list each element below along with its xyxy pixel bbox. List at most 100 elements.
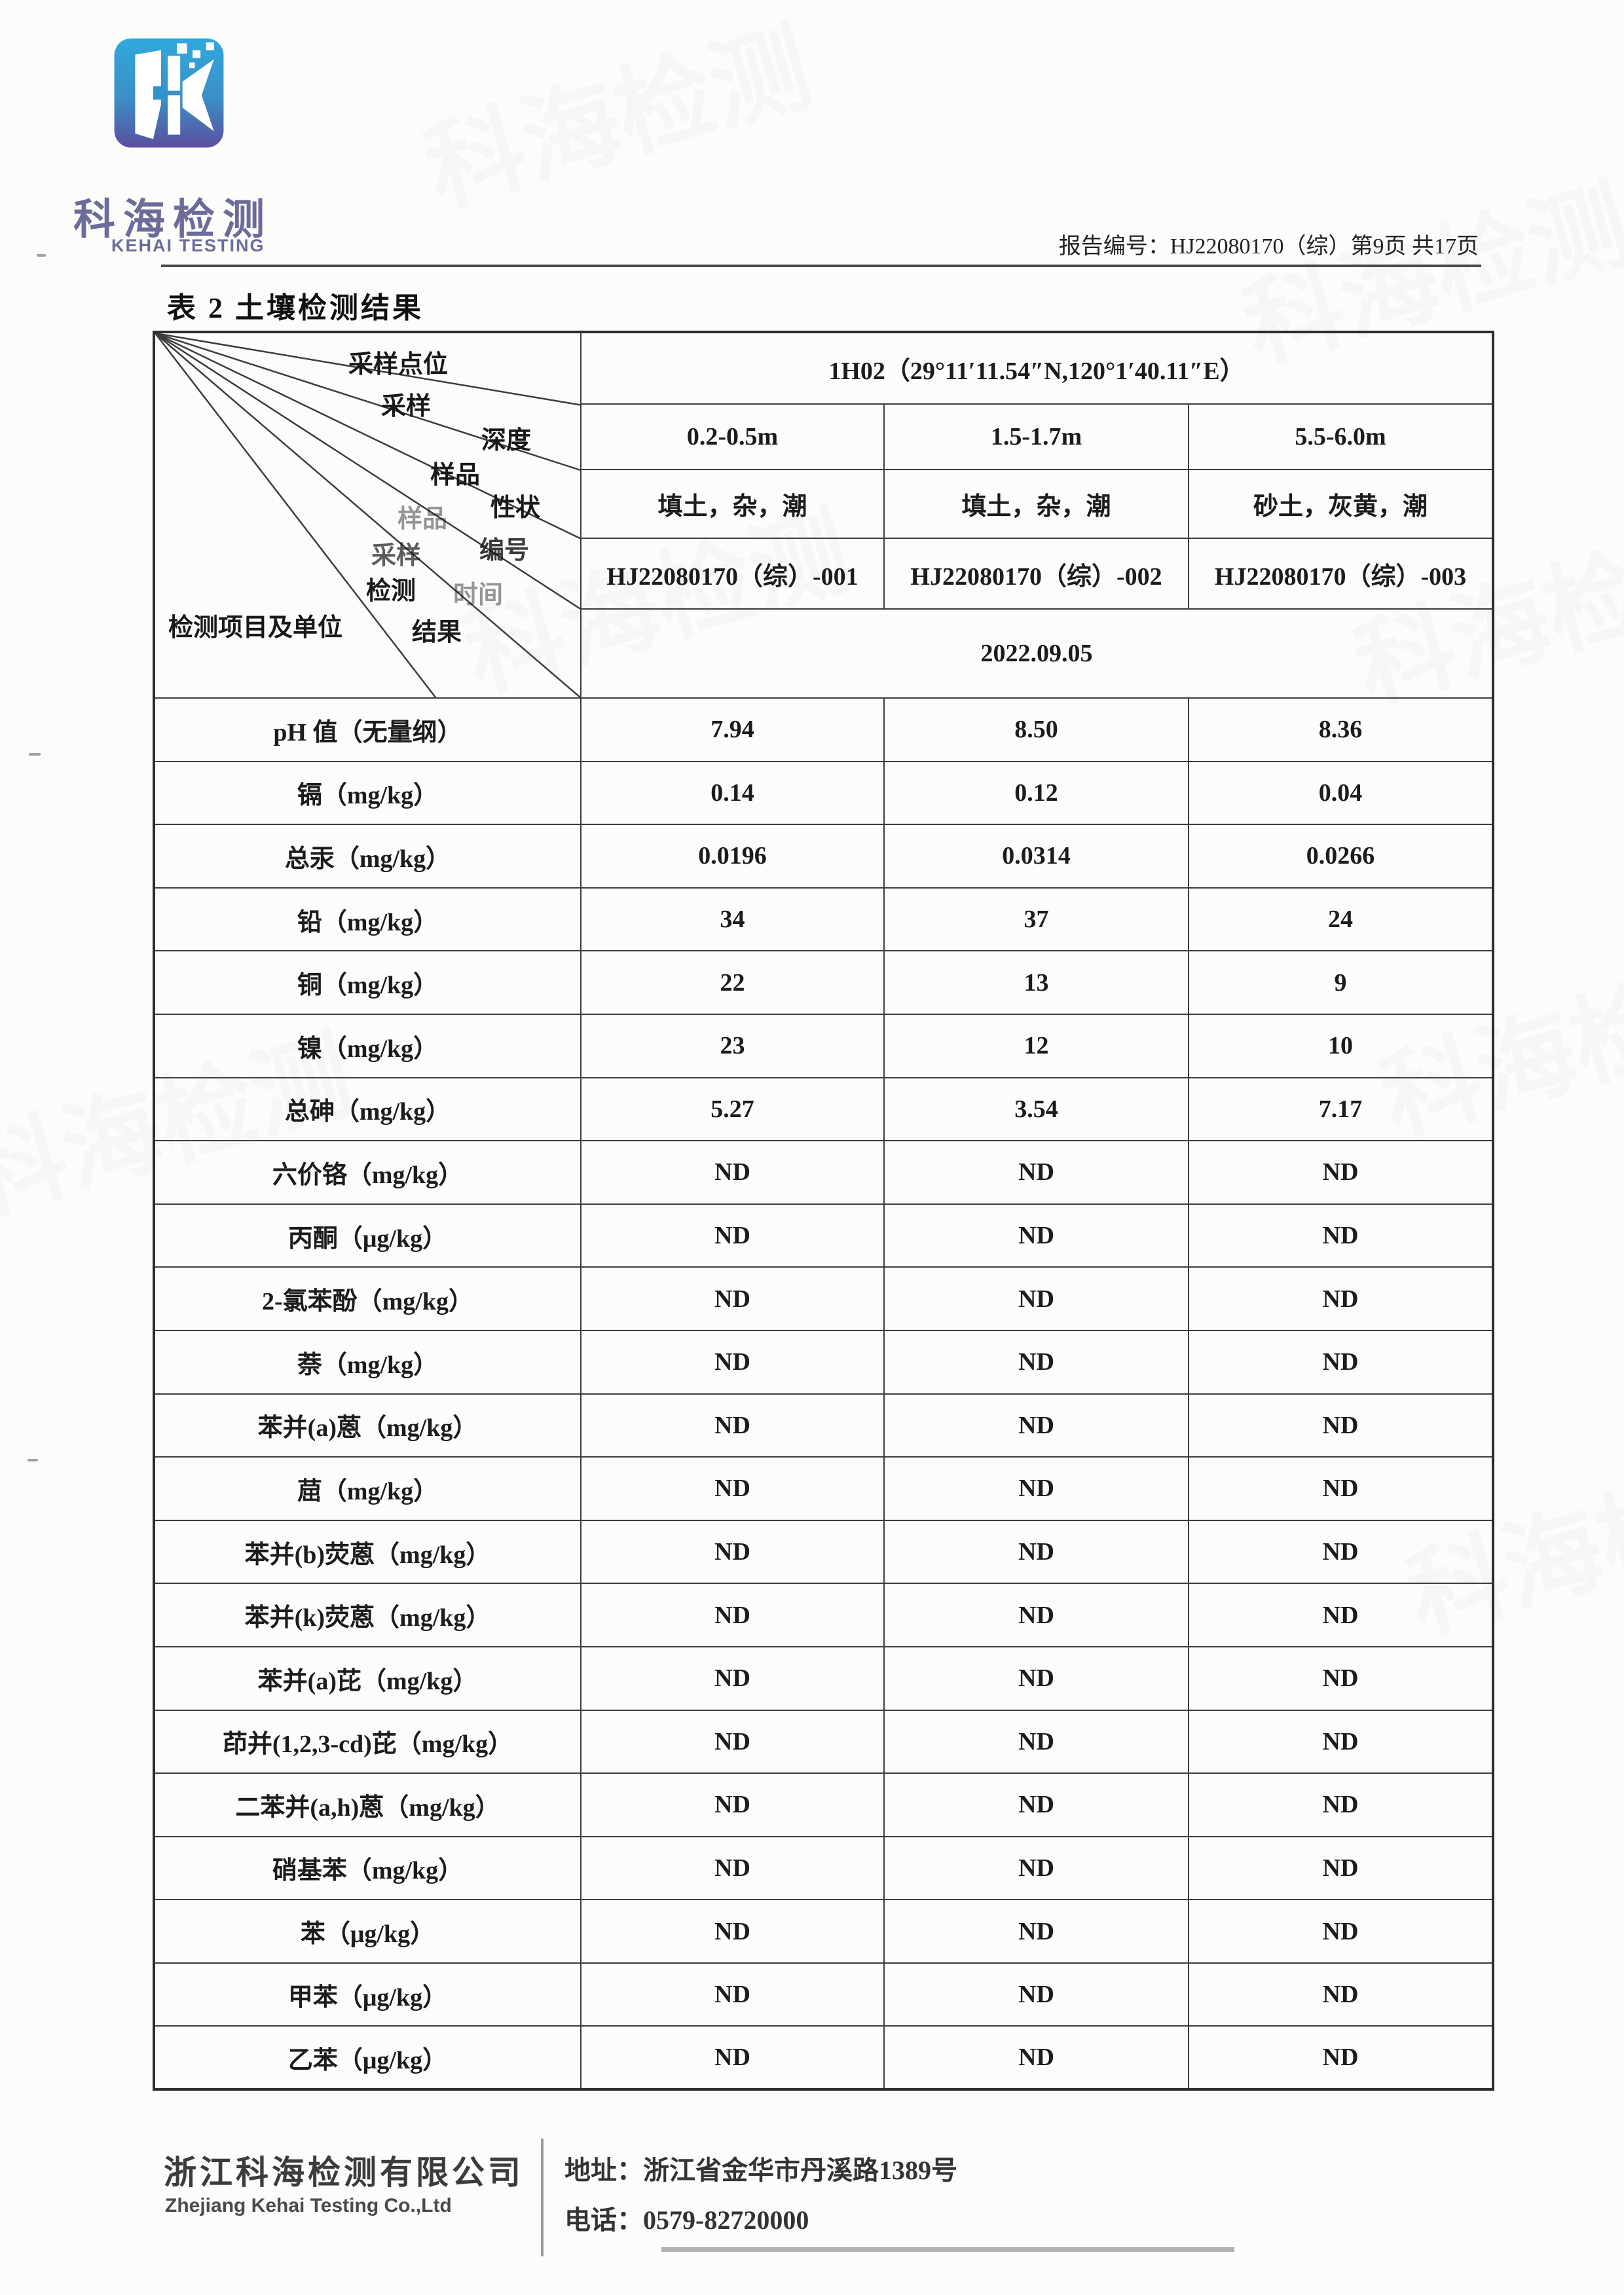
result-value: ND — [580, 1329, 885, 1395]
item-label: 苯（μg/kg） — [153, 1899, 581, 1964]
table-row: 苯并(a)芘（mg/kg） ND ND ND — [153, 1645, 1494, 1711]
corner-label-sample: 样品 — [430, 462, 481, 489]
table-row: 丙酮（μg/kg） ND ND ND — [153, 1203, 1494, 1268]
result-value: ND — [580, 1266, 885, 1331]
result-value: ND — [1188, 1962, 1494, 2027]
table-row: 苯并(a)蒽（mg/kg） ND ND ND — [153, 1393, 1494, 1458]
item-label: 二苯并(a,h)蒽（mg/kg） — [153, 1772, 581, 1837]
result-value: ND — [883, 1456, 1189, 1521]
table-row: 六价铬（mg/kg） ND ND ND — [153, 1140, 1494, 1205]
table-row: 甲苯（μg/kg） ND ND ND — [153, 1962, 1494, 2027]
result-value: ND — [883, 1583, 1189, 1647]
result-value: ND — [580, 1393, 885, 1458]
sampling-date-value: 2022.09.05 — [580, 608, 1494, 699]
result-value: ND — [1188, 1393, 1494, 1458]
soil-results-table: 采样点位 采样 深度 样品 样品 性状 采样 编号 检测 时间 结果 检测项目及… — [153, 331, 1494, 2091]
item-label: 苯并(k)荧蒽（mg/kg） — [153, 1583, 581, 1647]
result-value: ND — [883, 1140, 1189, 1205]
table-row: 采样点位 采样 深度 样品 样品 性状 采样 编号 检测 时间 结果 检测项目及… — [153, 331, 1494, 699]
sample-id-value: HJ22080170（综）-003 — [1188, 538, 1494, 610]
sample-id-value: HJ22080170（综）-002 — [883, 538, 1189, 610]
result-value: ND — [1188, 2025, 1494, 2091]
result-value: 0.0196 — [580, 824, 885, 889]
result-value: ND — [883, 1709, 1189, 1774]
corner-label-sampling-point: 采样点位 — [348, 351, 449, 378]
corner-label-time: 时间 — [453, 581, 504, 609]
corner-label-sample2: 样品 — [397, 505, 448, 533]
corner-label-item-unit: 检测项目及单位 — [168, 614, 343, 642]
item-label: 苯并(b)荧蒽（mg/kg） — [153, 1519, 581, 1585]
corner-label-test: 检测 — [366, 578, 416, 605]
result-value: ND — [1188, 1645, 1494, 1711]
result-value: ND — [883, 1393, 1189, 1458]
diagonal-fan-icon — [155, 333, 580, 697]
table-row: 萘（mg/kg） ND ND ND — [153, 1329, 1494, 1395]
item-label: 苯并(a)芘（mg/kg） — [153, 1645, 581, 1711]
sample-character-value: 填土，杂，潮 — [883, 469, 1189, 539]
table-row: 苯并(k)荧蒽（mg/kg） ND ND ND — [153, 1583, 1494, 1647]
result-value: ND — [883, 1899, 1189, 1964]
item-label: 苯并(a)蒽（mg/kg） — [153, 1393, 581, 1458]
result-value: 7.94 — [580, 697, 885, 762]
result-value: 0.0314 — [883, 824, 1189, 889]
footer-address: 地址：浙江省金华市丹溪路1389号 — [564, 2156, 957, 2185]
table-row: 镉（mg/kg） 0.14 0.12 0.04 — [153, 760, 1494, 826]
result-value: ND — [580, 1140, 885, 1205]
result-value: ND — [883, 1962, 1189, 2027]
result-value: ND — [883, 1519, 1189, 1585]
item-label: 甲苯（μg/kg） — [153, 1962, 581, 2027]
result-value: 13 — [883, 950, 1189, 1015]
result-value: 0.0266 — [1188, 824, 1494, 889]
result-value: ND — [883, 1645, 1189, 1711]
margin-mark — [37, 254, 46, 257]
table-row: 镍（mg/kg） 23 12 10 — [153, 1013, 1494, 1078]
item-label: 总砷（mg/kg） — [153, 1076, 581, 1142]
item-label: pH 值（无量纲） — [153, 697, 581, 762]
sample-character-value: 砂土，灰黄，潮 — [1188, 469, 1494, 539]
corner-label-number: 编号 — [479, 537, 530, 564]
table-row: 苯（μg/kg） ND ND ND — [153, 1899, 1494, 1964]
result-value: ND — [883, 1266, 1189, 1331]
logo-cn-text: 科海检测 — [73, 196, 272, 243]
table-row: 茚并(1,2,3-cd)芘（mg/kg） ND ND ND — [153, 1709, 1494, 1774]
result-value: ND — [580, 1772, 885, 1837]
footer-divider — [541, 2139, 544, 2256]
result-value: ND — [580, 2025, 885, 2091]
result-value: 10 — [1188, 1013, 1494, 1078]
result-value: ND — [883, 1835, 1189, 1901]
page-title: 表 2 土壤检测结果 — [167, 292, 424, 324]
sample-id-value: HJ22080170（综）-001 — [580, 538, 885, 610]
result-value: ND — [883, 2025, 1189, 2091]
result-value: 3.54 — [883, 1076, 1189, 1142]
result-value: 24 — [1188, 887, 1494, 952]
table-row: 铜（mg/kg） 22 13 9 — [153, 950, 1494, 1015]
results-body: pH 值（无量纲） 7.94 8.50 8.36 镉（mg/kg） 0.14 0.12 0.0… — [153, 697, 1494, 2091]
table-row: 铅（mg/kg） 34 37 24 — [153, 887, 1494, 952]
result-value: ND — [580, 1203, 885, 1268]
result-value: 9 — [1188, 950, 1494, 1015]
table-row: 总砷（mg/kg） 5.27 3.54 7.17 — [153, 1076, 1494, 1142]
corner-label-sampling2: 采样 — [371, 542, 422, 570]
table-row: HJ22080170（综）-001 HJ22080170（综）-002 HJ22… — [154, 538, 1494, 610]
table-row: 0.2-0.5m 1.5-1.7m 5.5-6.0m — [154, 403, 1494, 470]
result-value: 34 — [580, 887, 885, 952]
item-label: 铜（mg/kg） — [153, 950, 581, 1015]
footer-phone: 电话：0579-82720000 — [564, 2205, 809, 2235]
kehai-logo — [113, 37, 225, 153]
report-number: 报告编号：HJ22080170（综）第9页 共17页 — [1058, 234, 1479, 259]
result-value: 0.14 — [580, 760, 885, 826]
item-label: 镍（mg/kg） — [153, 1013, 581, 1078]
result-value: 8.36 — [1188, 697, 1494, 762]
result-value: 7.17 — [1188, 1076, 1494, 1142]
result-value: 37 — [883, 887, 1189, 952]
depth-value: 1.5-1.7m — [883, 403, 1189, 470]
result-value: ND — [580, 1835, 885, 1901]
result-value: ND — [580, 1519, 885, 1585]
header-body: 采样点位 采样 深度 样品 样品 性状 采样 编号 检测 时间 结果 检测项目及… — [153, 331, 1494, 699]
margin-mark — [28, 1459, 38, 1461]
company-name-en: Zhejiang Kehai Testing Co.,Ltd — [165, 2195, 452, 2216]
corner-label-character: 性状 — [490, 494, 541, 522]
margin-mark — [29, 753, 41, 756]
result-value: ND — [1188, 1772, 1494, 1837]
